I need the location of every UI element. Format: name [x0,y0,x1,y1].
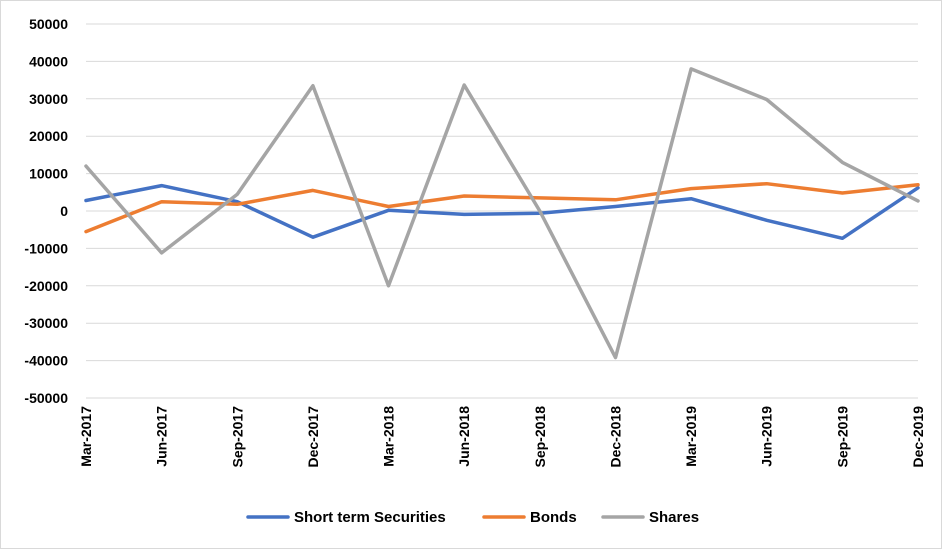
x-tick-label: Sep-2018 [532,406,548,468]
y-tick-label: -10000 [24,240,68,256]
x-tick-label: Sep-2017 [229,406,245,468]
x-tick-label: Mar-2018 [381,406,397,467]
y-tick-label: 10000 [29,166,68,182]
x-tick-label: Mar-2017 [78,406,94,467]
x-axis-tick-labels: Mar-2017 Jun-2017 Sep-2017 Dec-2017 Mar-2018… [78,406,926,468]
x-tick-label: Jun-2018 [456,406,472,467]
legend-label: Short term Securities [294,509,446,526]
y-tick-label: 30000 [29,91,68,107]
y-tick-label: -40000 [24,353,68,369]
y-tick-label: 50000 [29,16,68,32]
x-tick-label: Sep-2019 [834,406,850,468]
legend-label: Bonds [530,509,577,526]
y-axis-tick-labels: 50000 40000 30000 20000 10000 0 -10000 -20000 -3… [24,16,68,406]
series-line-shares [84,67,920,360]
legend-label: Shares [649,509,699,526]
series-lines [84,67,920,360]
x-tick-label: Mar-2019 [683,406,699,467]
series-line-bonds [84,181,920,234]
y-tick-label: -50000 [24,390,68,406]
x-tick-label: Jun-2017 [154,406,170,467]
x-tick-label: Jun-2019 [759,406,775,467]
series-line-short-term-securities [84,183,920,241]
x-tick-label: Dec-2018 [607,406,623,468]
y-tick-label: 20000 [29,128,68,144]
y-tick-label: -20000 [24,278,68,294]
x-tick-label: Dec-2019 [910,406,926,468]
legend: Short term Securities Bonds Shares [246,509,699,526]
y-tick-label: 0 [60,203,68,219]
y-tick-label: -30000 [24,315,68,331]
gridlines [86,23,918,399]
y-tick-label: 40000 [29,53,68,69]
x-tick-label: Dec-2017 [305,406,321,468]
